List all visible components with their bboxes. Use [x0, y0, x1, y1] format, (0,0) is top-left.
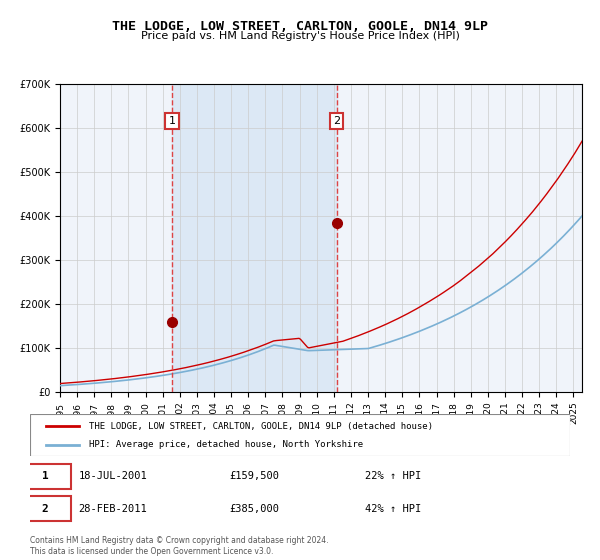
Text: 2: 2 [42, 503, 49, 514]
Text: £385,000: £385,000 [230, 503, 280, 514]
Text: Price paid vs. HM Land Registry's House Price Index (HPI): Price paid vs. HM Land Registry's House … [140, 31, 460, 41]
Bar [172, 84, 337, 392]
FancyBboxPatch shape [30, 414, 570, 456]
FancyBboxPatch shape [19, 464, 71, 489]
Text: 1: 1 [169, 116, 175, 126]
Text: THE LODGE, LOW STREET, CARLTON, GOOLE, DN14 9LP: THE LODGE, LOW STREET, CARLTON, GOOLE, D… [112, 20, 488, 32]
Text: 2: 2 [333, 116, 340, 126]
Text: Contains HM Land Registry data © Crown copyright and database right 2024.
This d: Contains HM Land Registry data © Crown c… [30, 536, 329, 556]
Text: THE LODGE, LOW STREET, CARLTON, GOOLE, DN14 9LP (detached house): THE LODGE, LOW STREET, CARLTON, GOOLE, D… [89, 422, 433, 431]
Text: 42% ↑ HPI: 42% ↑ HPI [365, 503, 421, 514]
Text: 22% ↑ HPI: 22% ↑ HPI [365, 472, 421, 482]
Text: £159,500: £159,500 [230, 472, 280, 482]
Text: 1: 1 [42, 472, 49, 482]
Text: HPI: Average price, detached house, North Yorkshire: HPI: Average price, detached house, Nort… [89, 440, 364, 449]
Text: 18-JUL-2001: 18-JUL-2001 [79, 472, 148, 482]
FancyBboxPatch shape [19, 496, 71, 521]
Text: 28-FEB-2011: 28-FEB-2011 [79, 503, 148, 514]
